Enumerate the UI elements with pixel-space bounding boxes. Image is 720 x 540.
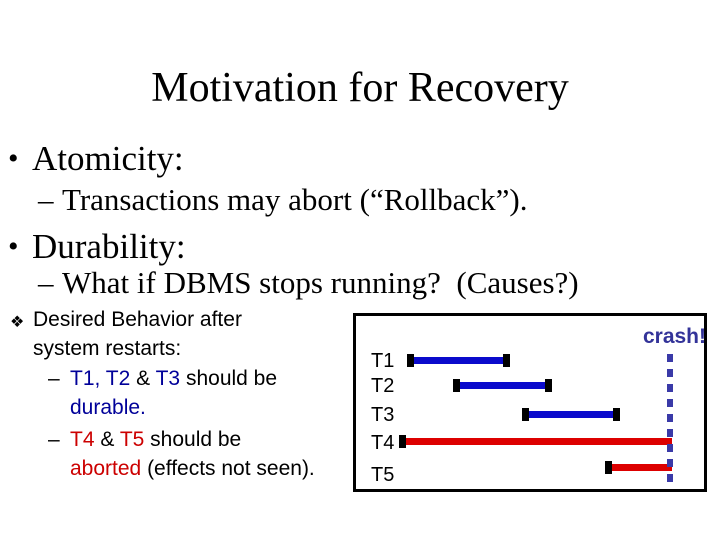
crash-label: crash! (642, 325, 706, 348)
bar-endcap (407, 354, 414, 367)
t5-bar-segment (606, 464, 672, 471)
bullet-icon: • (8, 230, 19, 263)
transaction-timeline-diagram: crash! T1 T2 T3 T4 T5 (353, 313, 707, 492)
row-label-t5: T5 (371, 464, 395, 486)
aborted-item-text: T4 & T5 should be (70, 427, 241, 453)
durable-word: durable. (70, 396, 146, 419)
bullet-icon: • (8, 142, 19, 175)
bar-endcap (605, 461, 612, 474)
aborted-word: aborted (70, 457, 142, 480)
row-label-t1: T1 (371, 350, 395, 372)
should-be-text: should be (144, 428, 242, 451)
effects-not-seen-text: (effects not seen). (141, 457, 315, 480)
bullet-durability-label: Durability: (32, 227, 186, 266)
t3-ref: T3 (155, 367, 181, 390)
crash-dashed-line (667, 354, 673, 488)
durable-item-text: T1, T2 & T3 should be (70, 366, 277, 392)
sub-bullet-rollback: – Transactions may abort (“Rollback”). (0, 183, 720, 285)
page-title: Motivation for Recovery (151, 65, 569, 111)
dash-icon: – (48, 367, 60, 390)
t4-bar-segment (400, 438, 672, 445)
sub-bullet-dbms-stops-text: What if DBMS stops running? (Causes?) (62, 265, 579, 300)
dash-icon: – (38, 265, 54, 300)
row-label-t2: T2 (371, 375, 395, 397)
t4-ref: T4 (70, 428, 95, 451)
t1-bar-segment (408, 357, 509, 364)
dash-icon: – (38, 182, 54, 217)
row-label-t3: T3 (371, 404, 395, 426)
t5-bar (605, 461, 673, 474)
bullet-atomicity-label: Atomicity: (32, 139, 184, 178)
dash-icon: – (48, 428, 60, 451)
desired-behavior-text-1: Desired Behavior after (33, 308, 242, 331)
t2-bar (453, 379, 552, 392)
t3-bar (522, 408, 620, 421)
row-label-t4: T4 (371, 432, 395, 454)
bar-endcap (399, 435, 406, 448)
bar-endcap (503, 354, 510, 367)
t2-bar-segment (454, 382, 551, 389)
desired-behavior-text-2: system restarts: (33, 337, 182, 360)
t5-ref: T5 (119, 428, 145, 451)
bar-endcap (522, 408, 529, 421)
sub-bullet-dbms-stops: – What if DBMS stops running? (Causes?) (0, 266, 720, 368)
t1-t2-ref: T1, T2 (70, 367, 131, 390)
bar-endcap (453, 379, 460, 392)
aborted-phrase: aborted (effects not seen). (70, 456, 315, 482)
bar-endcap (545, 379, 552, 392)
t3-bar-segment (523, 411, 619, 418)
sub-bullet-rollback-text: Transactions may abort (“Rollback”). (62, 182, 528, 217)
ampersand: & (94, 428, 120, 451)
t1-bar (407, 354, 510, 367)
diamond-bullet-icon: ❖ (10, 314, 25, 331)
t4-bar (399, 435, 673, 448)
should-be-text: should be (180, 367, 278, 390)
ampersand: & (130, 367, 156, 390)
bar-endcap (613, 408, 620, 421)
